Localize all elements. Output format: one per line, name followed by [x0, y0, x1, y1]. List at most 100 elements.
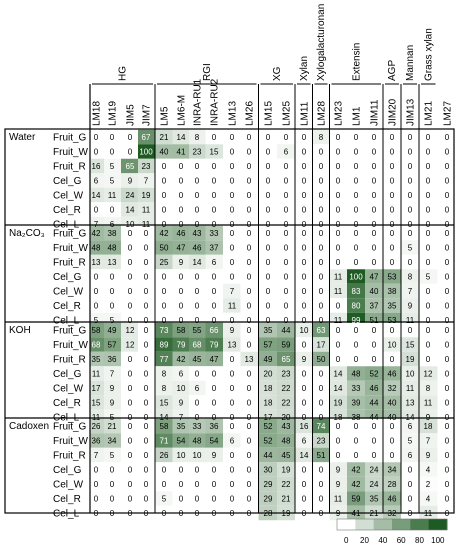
heatmap-cell — [240, 447, 259, 463]
heatmap-cell — [437, 337, 454, 352]
cell-value: 51 — [317, 451, 326, 460]
cell-value: 68 — [193, 341, 202, 350]
heatmap-cell — [155, 447, 173, 463]
cell-value: 0 — [128, 258, 133, 267]
family-label: HG — [118, 66, 129, 81]
heatmap-cell — [121, 380, 138, 396]
heatmap-cell — [90, 418, 104, 434]
heatmap-cell — [329, 187, 347, 203]
heatmap-cell — [104, 173, 121, 188]
cell-value: 0 — [162, 177, 167, 186]
cell-value: 0 — [128, 302, 133, 311]
cell-value: 29 — [264, 480, 273, 489]
heatmap-cell — [138, 240, 155, 255]
heatmap-cell — [90, 322, 104, 338]
row-labels: Fruit_G Fruit_W Fruit_R Cel_G Cel_W Cel_R Cel_… — [9, 132, 89, 520]
cell-value: 23 — [142, 162, 151, 171]
row-label: Cel_R — [53, 494, 81, 505]
cell-value: 0 — [128, 466, 133, 475]
heatmap-cell — [223, 476, 241, 492]
cell-value: 0 — [144, 413, 149, 422]
cell-value: 14 — [126, 206, 135, 215]
cell-value: 14 — [334, 370, 343, 379]
heatmap-cell — [277, 269, 295, 284]
heatmap-cell — [365, 158, 383, 174]
cell-value: 65 — [126, 162, 135, 171]
cell-value: 0 — [212, 177, 217, 186]
heatmap-cell — [223, 144, 241, 159]
heatmap-cell — [277, 433, 295, 448]
heatmap-cell — [205, 447, 223, 463]
cell-value: 68 — [92, 341, 101, 350]
cell-value: 0 — [284, 244, 289, 253]
antibody-label: LM19 — [108, 101, 119, 126]
heatmap-cell — [258, 269, 277, 284]
row-label: Cel_G — [53, 176, 82, 187]
cell-value: 0 — [319, 244, 324, 253]
cell-value: 0 — [128, 413, 133, 422]
heatmap-cell — [383, 395, 401, 410]
heatmap-cell — [312, 129, 330, 145]
cell-value: 0 — [266, 229, 271, 238]
cell-value: 14 — [193, 258, 202, 267]
heatmap-cell — [138, 366, 155, 381]
heatmap-cell — [277, 476, 295, 492]
cell-value: 0 — [319, 191, 324, 200]
heatmap-cell — [189, 144, 206, 159]
cell-value: 0 — [94, 133, 99, 142]
heatmap-cell — [365, 337, 383, 352]
heatmap-cell — [312, 337, 330, 352]
cell-value: 0 — [445, 302, 450, 311]
cell-value: 0 — [390, 326, 395, 335]
heatmap-cell — [258, 491, 277, 506]
heatmap-cell — [90, 225, 104, 241]
heatmap-cell — [189, 202, 206, 217]
cell-value: 0 — [302, 177, 307, 186]
cell-value: 44 — [370, 399, 379, 408]
cell-value: 13 — [228, 341, 237, 350]
cell-value: 44 — [370, 413, 379, 422]
heatmap-cell — [419, 298, 438, 313]
cell-value: 0 — [354, 326, 359, 335]
heatmap-cell — [205, 476, 223, 492]
cell-value: 6 — [408, 451, 413, 460]
heatmap-cell — [240, 173, 259, 188]
heatmap-cell — [258, 158, 277, 174]
row-label: Cel_L — [53, 413, 80, 424]
heatmap-cell — [365, 187, 383, 203]
heatmap-cell — [295, 298, 313, 313]
cell-value: 0 — [445, 244, 450, 253]
cell-value: 7 — [408, 287, 413, 296]
heatmap-cell — [437, 322, 454, 338]
cell-value: 0 — [319, 480, 324, 489]
heatmap-cell — [419, 418, 438, 434]
cell-value: 0 — [266, 302, 271, 311]
cell-value: 0 — [247, 302, 252, 311]
heatmap-cell — [138, 322, 155, 338]
heatmap-cell — [295, 491, 313, 506]
cell-value: 14 — [300, 451, 309, 460]
cell-value: 0 — [445, 451, 450, 460]
cell-value: 0 — [247, 220, 252, 229]
heatmap-cell — [312, 447, 330, 463]
heatmap-cell — [155, 433, 173, 448]
heatmap-cell — [90, 462, 104, 477]
heatmap-cell — [383, 283, 401, 299]
cell-value: 0 — [128, 316, 133, 325]
legend-tick-label: 80 — [415, 536, 424, 545]
heatmap-cell — [365, 129, 383, 145]
cell-value: 5 — [426, 273, 431, 282]
heatmap-cell — [419, 462, 438, 477]
cell-value: 9 — [336, 480, 341, 489]
heatmap-cell — [365, 225, 383, 241]
cell-value: 0 — [445, 370, 450, 379]
cell-value: 52 — [370, 370, 379, 379]
heatmap-cell — [347, 202, 365, 217]
cell-value: 0 — [144, 422, 149, 431]
cell-value: 99 — [352, 316, 361, 325]
cell-value: 0 — [128, 148, 133, 157]
heatmap-cell — [223, 447, 241, 463]
heatmap-cell — [365, 418, 383, 434]
cell-value: 0 — [319, 273, 324, 282]
antibody-label: LM18 — [92, 101, 103, 126]
